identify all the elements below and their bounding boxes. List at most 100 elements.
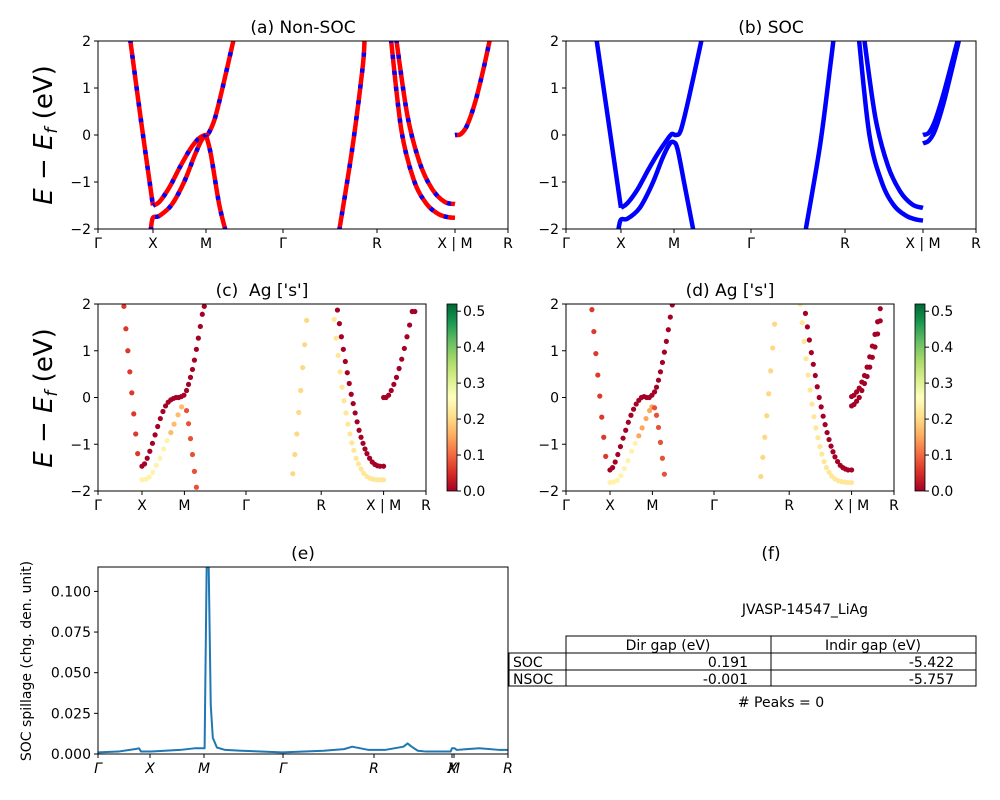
scatter-point (867, 364, 873, 370)
y-tick-label: 1 (82, 344, 91, 360)
scatter-point (651, 389, 658, 395)
scatter-point (630, 406, 637, 412)
scatter-point (653, 384, 660, 390)
band-line (394, 41, 456, 207)
scatter-point (336, 321, 343, 327)
panel-b-bands (594, 41, 961, 229)
colorbar-tick-label: 0.5 (931, 304, 953, 320)
scatter-point (799, 320, 805, 326)
scatter-point (195, 335, 201, 341)
y-tick-label: 1 (550, 81, 559, 97)
x-tick-label: R (840, 236, 850, 252)
panel-a-bands (128, 41, 492, 229)
panel-c-scatter (121, 304, 418, 490)
scatter-point (185, 381, 192, 388)
panel-e-line (98, 567, 508, 754)
scatter-point (758, 473, 764, 480)
y-tick-label: −1 (70, 175, 91, 191)
x-tick-label: X (446, 761, 457, 777)
scatter-point (187, 436, 194, 442)
scatter-point (125, 348, 131, 354)
scatter-point (817, 443, 823, 450)
colorbar-tick-label: 0.1 (931, 448, 953, 464)
panel-d-colorbar-ticks: 0.0 0.1 0.2 0.3 0.4 0.5 (925, 304, 953, 500)
x-tick-label: M (646, 498, 658, 514)
band-line-dash (394, 41, 456, 207)
panel-c-colorbar (446, 303, 458, 492)
scatter-point (121, 304, 127, 309)
scatter-point (824, 429, 830, 436)
scatter-point (877, 306, 883, 312)
scatter-point (296, 409, 302, 416)
scatter-point (342, 358, 348, 365)
panel-d-title: (d) Ag ['s'] (686, 281, 775, 301)
scatter-point (639, 425, 645, 431)
scatter-point (133, 431, 139, 437)
x-tick-label: R (971, 236, 981, 252)
scatter-point (131, 411, 137, 417)
scatter-point (358, 434, 364, 440)
panel-e-title: (e) (291, 544, 315, 564)
band-line (128, 41, 156, 206)
scatter-point (147, 448, 153, 454)
scatter-point (391, 381, 397, 388)
y-tick-label: −2 (70, 222, 91, 238)
scatter-point (659, 359, 666, 366)
panel-b-title: (b) SOC (738, 18, 804, 38)
x-tick-label: R (369, 761, 379, 777)
scatter-point (661, 349, 668, 355)
scatter-point (655, 377, 662, 383)
scatter-point (347, 431, 353, 437)
panel-d-axes: −2 −1 0 1 2 Γ X M Γ R X | M R (538, 297, 899, 514)
y-tick-label: −1 (538, 175, 559, 191)
scatter-point (164, 437, 170, 444)
scatter-point (848, 479, 855, 486)
table-row-label: SOC (513, 655, 543, 671)
y-tick-label: 0 (550, 391, 559, 407)
y-tick-label: 0 (82, 128, 91, 144)
scatter-point (304, 317, 310, 323)
x-tick-label: X | M (437, 236, 472, 252)
scatter-point (302, 342, 308, 348)
scatter-point (360, 440, 366, 446)
band-line (454, 41, 492, 138)
y-tick-label: 0.100 (51, 584, 91, 600)
scatter-point (618, 472, 624, 479)
scatter-point (657, 439, 664, 445)
panel-f: (f) JVASP-14547_LiAg Dir gap (eV) Indir … (508, 544, 977, 711)
scatter-point (636, 433, 642, 439)
scatter-point (816, 394, 822, 401)
scatter-point (861, 380, 868, 387)
panel-f-title: (f) (761, 544, 780, 564)
scatter-point (807, 387, 813, 393)
scatter-point (663, 338, 669, 344)
scatter-point (615, 451, 621, 458)
colorbar-tick-label: 0.5 (463, 304, 485, 320)
scatter-point (399, 356, 405, 362)
scatter-point (157, 455, 163, 461)
scatter-point (179, 404, 185, 410)
scatter-point (655, 424, 662, 431)
scatter-point (150, 469, 156, 475)
scatter-point (651, 405, 658, 411)
x-tick-label: X (616, 236, 626, 252)
scatter-point (625, 458, 631, 464)
panel-f-subtitle: JVASP-14547_LiAg (741, 602, 868, 618)
scatter-point (657, 369, 664, 375)
panel-d-scatter (589, 304, 883, 486)
scatter-point (620, 435, 626, 441)
scatter-point (189, 366, 196, 373)
y-tick-label: 2 (550, 34, 559, 50)
panel-c-colorbar-ticks: 0.0 0.1 0.2 0.3 0.4 0.5 (457, 304, 485, 500)
x-tick-label: Γ (94, 498, 102, 514)
scatter-point (822, 422, 828, 428)
scatter-point (591, 328, 597, 335)
x-tick-label: Γ (242, 498, 250, 514)
scatter-point (856, 394, 862, 401)
colorbar-tick-label: 0.1 (463, 448, 485, 464)
scatter-point (801, 338, 807, 344)
band-line-dash (454, 41, 492, 138)
x-tick-label: Γ (562, 498, 570, 514)
y-tick-label: 2 (82, 297, 91, 313)
table-row-label: NSOC (513, 672, 553, 688)
